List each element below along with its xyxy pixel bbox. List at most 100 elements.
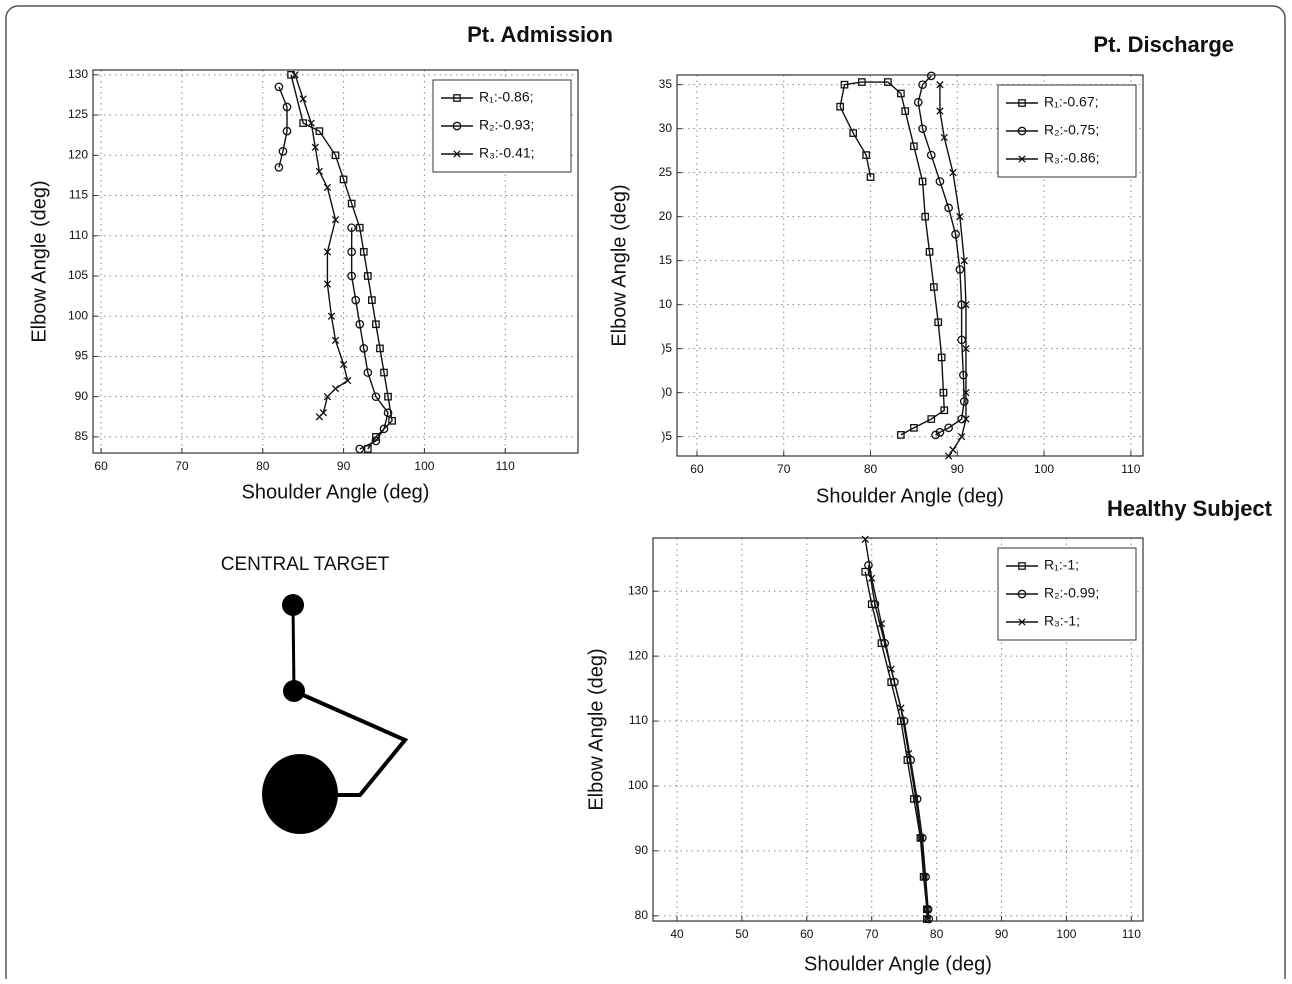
y-tick-label: 85 xyxy=(75,429,89,443)
marker xyxy=(918,124,927,134)
marker xyxy=(940,133,948,142)
x-tick-label: 100 xyxy=(1034,462,1054,476)
marker xyxy=(921,873,929,881)
segment xyxy=(291,604,296,692)
marker xyxy=(949,446,957,454)
marker xyxy=(347,247,357,257)
chart-title: Healthy Subject xyxy=(1107,496,1273,521)
marker xyxy=(331,384,340,393)
marker xyxy=(918,177,927,186)
marker xyxy=(936,107,944,115)
y-tick-label: 90 xyxy=(75,389,89,403)
marker xyxy=(959,397,969,406)
marker xyxy=(862,151,871,159)
marker xyxy=(897,704,905,712)
y-tick-label: 30 xyxy=(659,121,673,135)
marker xyxy=(363,368,373,377)
x-tick-label: 100 xyxy=(414,459,434,473)
marker xyxy=(323,280,332,288)
x-tick-label: 90 xyxy=(995,927,1009,941)
legend-label: R₁:-1; xyxy=(1044,557,1079,573)
x-axis-label: Shoulder Angle (deg) xyxy=(816,485,1004,507)
chart: 40 50 60 70 80 90 100 110 80 90 100 110 120 130 Health… xyxy=(585,496,1272,975)
y-axis-label: Elbow Angle (deg) xyxy=(585,648,607,810)
marker xyxy=(347,271,357,281)
marker xyxy=(939,388,948,397)
marker xyxy=(323,393,332,401)
x-tick-label: 50 xyxy=(735,927,749,941)
marker xyxy=(962,388,970,397)
marker xyxy=(315,167,323,176)
marker xyxy=(372,320,380,329)
y-tick-label: )5 xyxy=(661,341,672,355)
legend-label: R₂:-0.99; xyxy=(1044,585,1099,601)
chart-title: Pt. Admission xyxy=(467,22,613,47)
legend-label: R₃:-0.41; xyxy=(479,145,535,161)
legend-label: R₃:-1; xyxy=(1044,613,1080,629)
marker xyxy=(944,452,953,460)
plot-border xyxy=(676,74,1144,457)
y-tick-label: 15 xyxy=(659,253,673,267)
marker xyxy=(937,353,946,362)
x-tick-label: 80 xyxy=(256,459,270,473)
y-tick-label: 110 xyxy=(629,713,648,727)
chart: 60 70 80 90 100 110 85 90 95 100 105 110 115 120 125 13… xyxy=(28,22,613,503)
y-tick-label: 120 xyxy=(68,147,88,161)
marker xyxy=(347,199,356,208)
x-tick-label: 40 xyxy=(670,927,684,941)
y-tick-label: 130 xyxy=(68,67,88,81)
marker xyxy=(371,392,381,402)
y-axis-label: Elbow Angle (deg) xyxy=(608,184,630,346)
marker xyxy=(331,216,340,224)
marker xyxy=(379,424,389,434)
legend-label: R₁:-0.67; xyxy=(1044,94,1099,110)
plot-border xyxy=(92,69,579,454)
marker xyxy=(291,71,299,79)
x-tick-label: 110 xyxy=(1121,462,1140,476)
marker xyxy=(861,567,870,576)
y-tick-label: 80 xyxy=(635,908,649,922)
marker xyxy=(299,95,307,103)
marker xyxy=(913,97,923,107)
marker xyxy=(935,427,945,437)
marker xyxy=(910,423,918,432)
marker xyxy=(383,408,393,418)
marker xyxy=(927,415,936,423)
x-tick-label: 70 xyxy=(175,459,189,473)
chart: 60 70 80 90 100 110)5)0)5 10 15 20 25 30 35 Pt. Disc… xyxy=(608,32,1234,507)
target-dot xyxy=(282,594,304,616)
marker xyxy=(347,223,357,233)
legend-marker xyxy=(1018,618,1026,626)
marker xyxy=(363,445,372,453)
marker xyxy=(897,89,905,98)
x-tick-label: 70 xyxy=(777,462,791,476)
legend-marker xyxy=(1018,155,1026,163)
legend-marker xyxy=(1017,126,1027,136)
marker xyxy=(957,432,966,441)
marker xyxy=(884,78,892,86)
marker xyxy=(956,213,964,221)
x-tick-label: 90 xyxy=(337,459,351,473)
marker xyxy=(951,229,960,239)
diagram-title: CENTRAL TARGET xyxy=(221,554,390,575)
y-tick-label: 10 xyxy=(659,297,673,311)
legend-label: R₁:-0.86; xyxy=(479,89,534,105)
marker xyxy=(890,677,899,687)
series-line xyxy=(917,75,965,436)
marker xyxy=(926,150,936,160)
marker xyxy=(857,78,866,86)
marker xyxy=(331,151,340,160)
marker xyxy=(924,914,934,924)
marker xyxy=(955,265,965,274)
marker xyxy=(376,344,384,353)
marker xyxy=(282,102,292,112)
x-axis-label: Shoulder Angle (deg) xyxy=(804,953,992,975)
frame xyxy=(5,5,1286,984)
x-tick-label: 80 xyxy=(930,927,944,941)
marker xyxy=(917,834,925,842)
marker xyxy=(930,283,938,291)
marker xyxy=(931,430,940,440)
legend-label: R₂:-0.93; xyxy=(479,117,534,133)
marker xyxy=(343,376,352,385)
